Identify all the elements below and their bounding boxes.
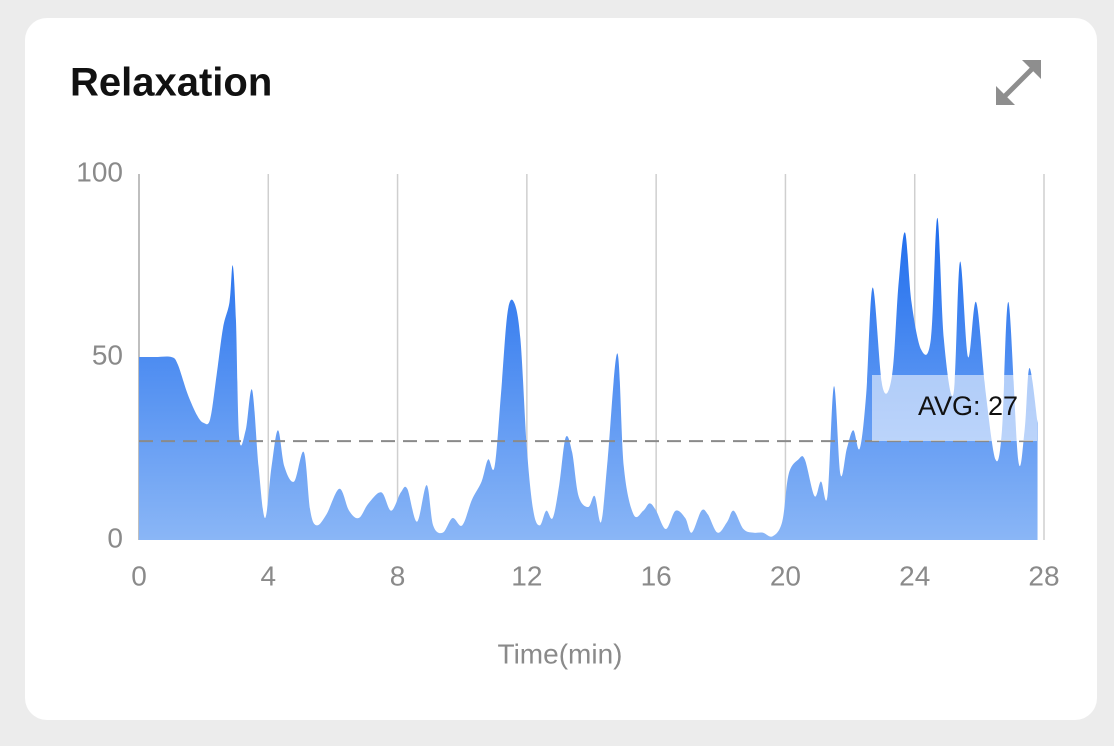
- y-tick-label: 50: [92, 339, 123, 370]
- x-tick-label: 12: [511, 560, 542, 591]
- chart-title: Relaxation: [70, 61, 272, 105]
- x-tick-label: 0: [131, 560, 147, 591]
- y-tick-label: 100: [76, 156, 123, 187]
- x-tick-label: 16: [641, 560, 672, 591]
- x-tick-label: 8: [390, 560, 406, 591]
- x-axis-label: Time(min): [498, 638, 623, 669]
- expand-button[interactable]: [996, 60, 1041, 105]
- x-tick-label: 20: [770, 560, 801, 591]
- average-label: AVG: 27: [918, 391, 1018, 421]
- y-tick-label: 0: [107, 522, 123, 553]
- area: [139, 217, 1038, 541]
- x-tick-label: 24: [899, 560, 930, 591]
- x-tick-label: 28: [1028, 560, 1059, 591]
- card: [25, 18, 1097, 720]
- x-tick-label: 4: [260, 560, 276, 591]
- average-label-background: [872, 375, 1037, 441]
- plot: 0 4 8 12 16 20 24 28 0 50 100 AVG: 27: [76, 156, 1059, 591]
